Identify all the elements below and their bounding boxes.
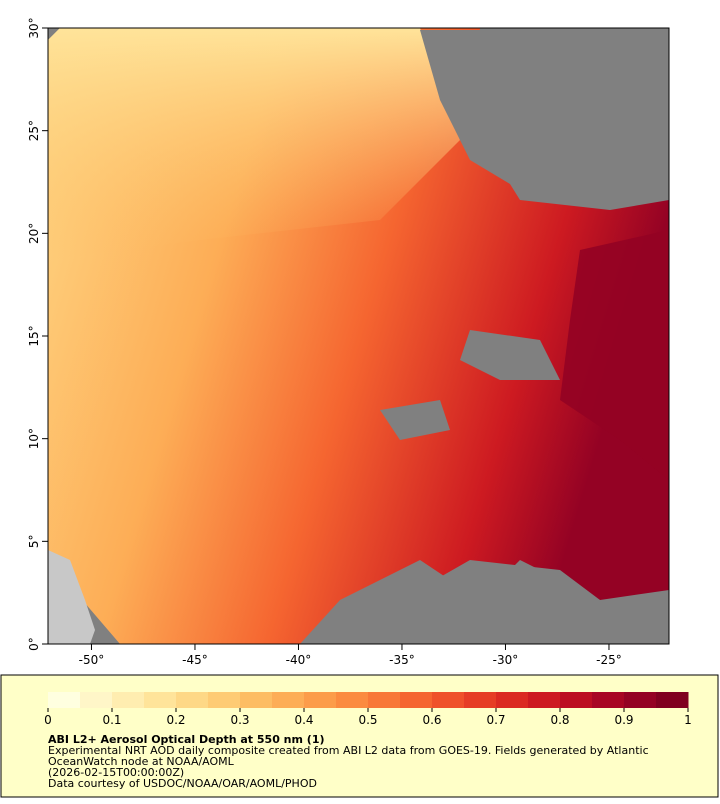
colorbar-tick-label: 0.2 <box>166 713 185 727</box>
colorbar-swatch <box>80 692 113 708</box>
y-tick-label: 30° <box>27 17 41 38</box>
note-line: (2026-02-15T00:00:00Z) <box>48 766 184 779</box>
x-tick-label: -25° <box>596 653 622 667</box>
colorbar-swatch <box>240 692 273 708</box>
colorbar-tick-label: 0.9 <box>614 713 633 727</box>
colorbar-swatch <box>496 692 529 708</box>
colorbar-swatch <box>656 692 689 708</box>
note-line: OceanWatch node at NOAA/AOML <box>48 755 235 768</box>
colorbar-tick-label: 0.1 <box>102 713 121 727</box>
land <box>48 550 95 644</box>
colorbar-tick-label: 0.7 <box>486 713 505 727</box>
colorbar-tick-label: 0.4 <box>294 713 313 727</box>
colorbar-swatch <box>208 692 241 708</box>
colorbar-tick-label: 0.3 <box>230 713 249 727</box>
x-tick-label: -45° <box>182 653 208 667</box>
axes: -50° -45° -40° -35° -30° -25° 0° 5° 10° 15° 20° 25°… <box>27 17 622 667</box>
colorbar-tick-label: 0.6 <box>422 713 441 727</box>
colorbar-swatch <box>336 692 369 708</box>
x-tick-label: -30° <box>493 653 519 667</box>
x-tick-label: -35° <box>389 653 415 667</box>
colorbar-swatch <box>272 692 305 708</box>
y-tick-label: 0° <box>27 637 41 651</box>
colorbar-swatch <box>528 692 561 708</box>
x-tick-label: -50° <box>79 653 105 667</box>
colorbar-tick-label: 0 <box>44 713 52 727</box>
colorbar-swatch <box>432 692 465 708</box>
colorbar-swatch <box>304 692 337 708</box>
colorbar-swatch <box>624 692 657 708</box>
y-tick-label: 10° <box>27 428 41 449</box>
colorbar-tick-label: 0.5 <box>358 713 377 727</box>
colorbar-swatch <box>560 692 593 708</box>
y-tick-label: 20° <box>27 223 41 244</box>
colorbar-swatch <box>176 692 209 708</box>
colorbar-tick-label: 1 <box>684 713 692 727</box>
colorbar-swatch <box>400 692 433 708</box>
x-tick-label: -40° <box>286 653 312 667</box>
colorbar-tick-label: 0.8 <box>550 713 569 727</box>
aerosol-field-north <box>48 28 460 260</box>
colorbar-swatch <box>592 692 625 708</box>
colorbar-swatch <box>144 692 177 708</box>
colorbar: 0 0.1 0.2 0.3 0.4 0.5 0.6 0.7 0.8 0.9 1 <box>44 692 692 727</box>
cloud-gap <box>420 30 669 200</box>
aerosol-plume <box>560 230 669 480</box>
y-tick-label: 15° <box>27 325 41 346</box>
colorbar-swatch <box>464 692 497 708</box>
cloud-gap <box>330 560 669 644</box>
colorbar-swatch <box>48 692 81 708</box>
note-line: Data courtesy of USDOC/NOAA/OAR/AOML/PHO… <box>48 777 317 790</box>
colorbar-swatch <box>368 692 401 708</box>
colorbar-swatch <box>112 692 145 708</box>
y-tick-label: 5° <box>27 535 41 549</box>
colorbar-title: ABI L2+ Aerosol Optical Depth at 550 nm … <box>48 733 325 746</box>
y-tick-label: 25° <box>27 120 41 141</box>
cloud-gap <box>380 400 450 440</box>
cloud-gap <box>460 330 560 380</box>
note-line: Experimental NRT AOD daily composite cre… <box>48 744 649 757</box>
map <box>47 27 670 645</box>
